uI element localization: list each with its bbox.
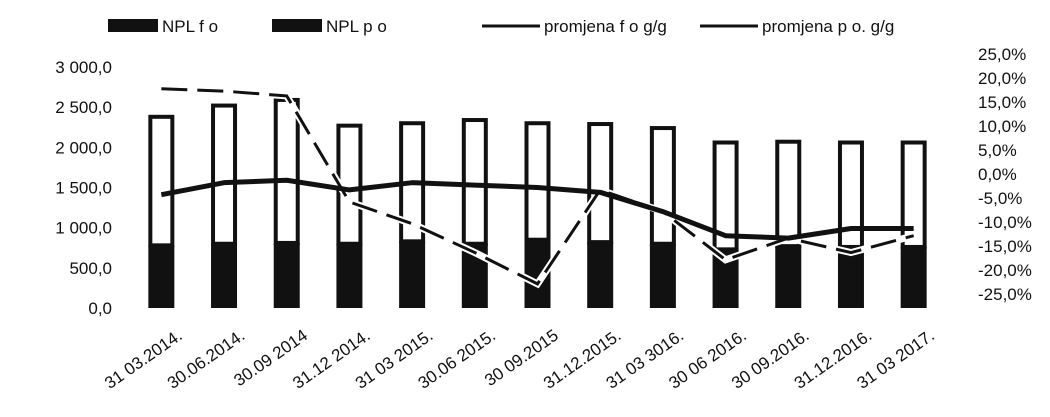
bar-npl-fo [900,246,927,308]
y-tick-label: 1 000,0 [55,219,112,238]
bar-npl-fo [336,243,363,308]
y2-tick-label: 20,0% [978,69,1026,88]
y-tick-label: 3 000,0 [55,58,112,77]
bar-npl-po [273,97,300,245]
bar-npl-fo [649,243,676,308]
y-axis-left: 0,0 500,0 1 000,0 1 500,0 2 000,0 2 500,0 3 00… [55,58,112,318]
y2-tick-label: 25,0% [978,45,1026,64]
bar-npl-fo [273,242,300,308]
bar-npl-po [587,122,614,245]
y2-tick-label: 0,0% [978,165,1017,184]
y-tick-label: 2 500,0 [55,98,112,117]
bar-npl-fo [399,241,426,308]
lines [160,85,915,289]
bar-npl-fo [587,242,614,308]
bar-npl-fo [775,246,802,308]
legend-item: NPL f o [108,17,218,36]
legend-item: promjena p o. g/g [700,17,894,36]
bar-npl-po [712,140,739,252]
line-promjena-fo [160,177,914,241]
y2-tick-label: -5,0% [978,189,1022,208]
legend-label: promjena p o. g/g [762,17,894,36]
y-tick-label: 0,0 [88,299,112,318]
legend-swatch [108,19,158,32]
legend-label: NPL f o [162,17,218,36]
bar-npl-po [900,140,927,249]
legend-item: promjena f o g/g [482,17,667,36]
bar-npl-fo [837,246,864,308]
y2-tick-label: -10,0% [978,213,1032,232]
bar-npl-po [524,121,551,242]
y-tick-label: 2 000,0 [55,138,112,157]
y-tick-label: 1 500,0 [55,179,112,198]
bar-npl-fo [211,243,238,308]
bar-npl-fo [148,245,175,308]
legend-label: NPL p o [326,17,387,36]
y2-tick-label: 10,0% [978,117,1026,136]
bar-npl-po [211,103,238,246]
y-axis-right: -25,0% -20,0% -15,0% -10,0% -5,0% 0,0% 5,0% 10,… [978,45,1032,304]
bar-npl-po [775,139,802,249]
y2-tick-label: 15,0% [978,93,1026,112]
y2-tick-label: -20,0% [978,261,1032,280]
bar-npl-po [148,114,175,248]
bar-npl-po [649,126,676,246]
bar-npl-po [461,118,488,246]
legend-swatch [272,19,322,32]
legend: NPL f o NPL p o promjena f o g/g promjena p… [108,17,894,36]
legend-label: promjena f o g/g [544,17,667,36]
y2-tick-label: -25,0% [978,285,1032,304]
bars [148,97,927,308]
y2-tick-label: 5,0% [978,141,1017,160]
y-tick-label: 500,0 [69,259,112,278]
y2-tick-label: -15,0% [978,237,1032,256]
legend-item: NPL p o [272,17,387,36]
